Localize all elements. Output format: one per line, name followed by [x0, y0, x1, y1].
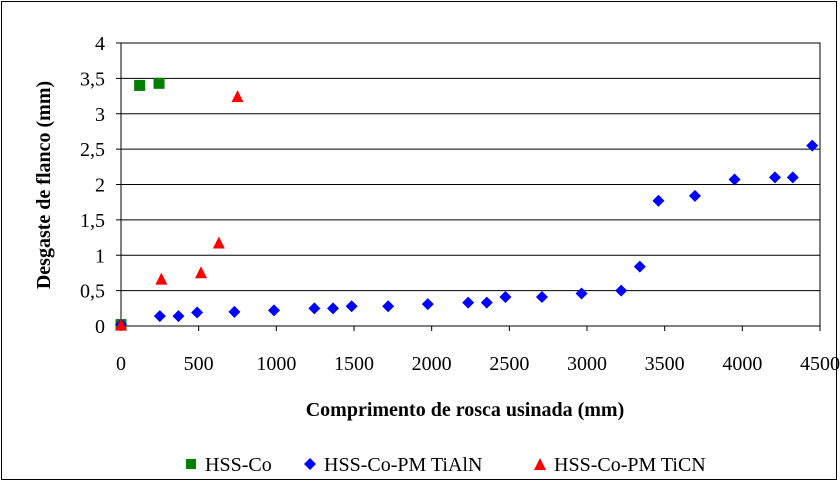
data-point: [768, 171, 781, 184]
x-tick-label: 1500: [334, 353, 374, 375]
data-point: [228, 305, 241, 318]
data-point: [462, 296, 475, 309]
data-point: [786, 171, 799, 184]
data-markers: [115, 77, 819, 331]
x-tick-label: 0: [116, 353, 126, 375]
y-tick-label: 3,5: [80, 68, 105, 90]
data-point: [153, 310, 166, 323]
x-tick-label: 3000: [567, 353, 607, 375]
data-point: [382, 300, 395, 313]
x-tick-label: 3500: [645, 353, 685, 375]
data-point: [194, 266, 207, 279]
data-point: [155, 272, 168, 285]
legend-item: HSS-Co: [186, 454, 272, 476]
y-tick-label: 1: [95, 245, 105, 267]
data-point: [535, 290, 548, 303]
data-point: [191, 306, 204, 319]
legend-marker: [534, 458, 546, 470]
x-tick-label: 2500: [489, 353, 529, 375]
y-tick-label: 2: [95, 175, 105, 197]
x-tick-label: 1000: [256, 353, 296, 375]
legend-item: HSS-Co-PM TiAlN: [304, 454, 482, 476]
axes: [116, 42, 821, 331]
legend-item: HSS-Co-PM TiCN: [534, 454, 706, 476]
legend-label: HSS-Co-PM TiAlN: [324, 454, 482, 476]
data-point: [172, 310, 185, 323]
x-tick-label: 2000: [412, 353, 452, 375]
data-point: [633, 260, 646, 273]
y-tick-label: 1,5: [80, 210, 105, 232]
y-tick-label: 0: [95, 316, 105, 338]
data-point: [480, 296, 493, 309]
data-point: [153, 77, 165, 89]
y-axis-title: Desgaste de flanco (mm): [33, 81, 55, 289]
x-tick-label: 4000: [722, 353, 762, 375]
data-point: [652, 194, 665, 207]
data-point: [231, 90, 244, 103]
legend-marker: [304, 458, 316, 470]
data-point: [345, 300, 358, 313]
data-point: [499, 290, 512, 303]
data-point: [268, 304, 281, 317]
x-tick-labels: 0 500 1000 1500 2000 2500 3000 3500 4000 4500: [116, 353, 840, 375]
y-tick-label: 4: [95, 33, 105, 55]
y-tick-label: 0,5: [80, 281, 105, 303]
data-point: [615, 284, 628, 297]
data-point: [421, 298, 434, 311]
y-tick-label: 3: [95, 104, 105, 126]
gridlines: [121, 42, 820, 292]
x-tick-label: 500: [184, 353, 214, 375]
data-point: [212, 236, 225, 249]
x-axis-title: Comprimento de rosca usinada (mm): [306, 399, 625, 421]
data-point: [115, 318, 127, 331]
data-point: [806, 139, 819, 152]
legend: HSS-Co HSS-Co-PM TiAlN HSS-Co-PM TiCN: [186, 454, 706, 476]
legend-label: HSS-Co: [205, 454, 272, 476]
x-tick-label: 4500: [800, 353, 840, 375]
data-point: [308, 302, 321, 315]
legend-marker: [186, 459, 196, 469]
y-tick-label: 2,5: [80, 139, 105, 161]
series-triangle: [115, 90, 244, 331]
data-point: [575, 287, 588, 300]
data-point: [728, 173, 741, 186]
legend-label: HSS-Co-PM TiCN: [554, 454, 706, 476]
data-point: [688, 189, 701, 202]
data-point: [134, 79, 146, 91]
y-tick-labels: 0 0,5 1 1,5 2 2,5 3 3,5 4: [80, 33, 105, 338]
data-point: [327, 302, 340, 315]
